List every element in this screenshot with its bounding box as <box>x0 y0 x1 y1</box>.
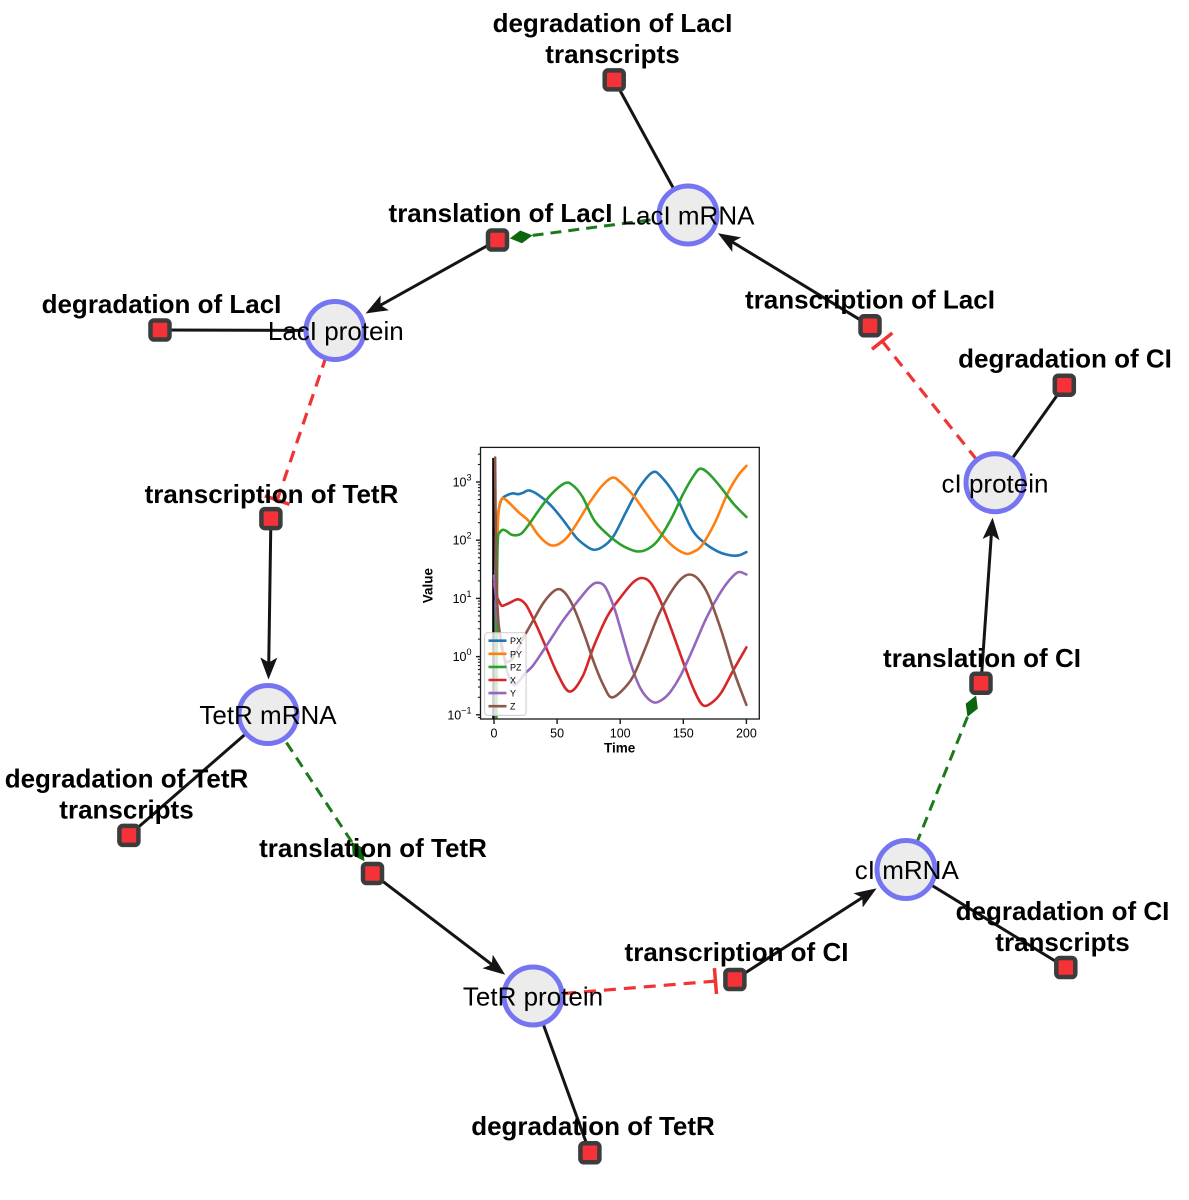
svg-text:degradation of LacI: degradation of LacI <box>42 289 282 319</box>
svg-text:degradation of LacI: degradation of LacI <box>493 8 733 38</box>
svg-text:LacI mRNA: LacI mRNA <box>622 201 756 231</box>
svg-text:transcripts: transcripts <box>995 927 1129 957</box>
svg-text:150: 150 <box>673 727 694 741</box>
svg-text:Z: Z <box>510 702 516 712</box>
svg-text:degradation of TetR: degradation of TetR <box>471 1111 715 1141</box>
svg-text:LacI protein: LacI protein <box>268 316 404 346</box>
svg-text:transcription of LacI: transcription of LacI <box>745 285 995 315</box>
svg-text:cI protein: cI protein <box>942 468 1049 498</box>
svg-text:degradation of CI: degradation of CI <box>956 896 1170 926</box>
svg-text:degradation of CI: degradation of CI <box>958 344 1172 374</box>
svg-text:10−1: 10−1 <box>447 705 471 722</box>
svg-text:transcripts: transcripts <box>59 795 193 825</box>
svg-text:TetR protein: TetR protein <box>463 982 603 1012</box>
svg-text:100: 100 <box>453 647 472 664</box>
svg-text:transcripts: transcripts <box>545 39 679 69</box>
svg-text:103: 103 <box>453 473 472 490</box>
svg-text:translation of TetR: translation of TetR <box>259 833 487 863</box>
svg-text:degradation of TetR: degradation of TetR <box>5 764 249 794</box>
svg-text:transcription of TetR: transcription of TetR <box>145 479 399 509</box>
svg-text:transcription of CI: transcription of CI <box>625 937 849 967</box>
svg-text:TetR mRNA: TetR mRNA <box>199 700 337 730</box>
svg-text:translation of LacI: translation of LacI <box>389 198 613 228</box>
svg-text:100: 100 <box>610 727 631 741</box>
svg-text:102: 102 <box>453 531 472 548</box>
svg-text:0: 0 <box>491 727 498 741</box>
svg-text:translation of CI: translation of CI <box>883 643 1081 673</box>
svg-text:200: 200 <box>736 727 757 741</box>
svg-text:Time: Time <box>604 741 636 756</box>
svg-text:101: 101 <box>453 589 472 606</box>
svg-text:50: 50 <box>550 727 564 741</box>
svg-text:PY: PY <box>510 649 522 659</box>
svg-text:X: X <box>510 676 516 686</box>
svg-text:PX: PX <box>510 636 522 646</box>
svg-text:PZ: PZ <box>510 662 522 672</box>
svg-text:Value: Value <box>421 567 436 603</box>
svg-text:Y: Y <box>510 689 516 699</box>
svg-text:cI mRNA: cI mRNA <box>855 855 960 885</box>
